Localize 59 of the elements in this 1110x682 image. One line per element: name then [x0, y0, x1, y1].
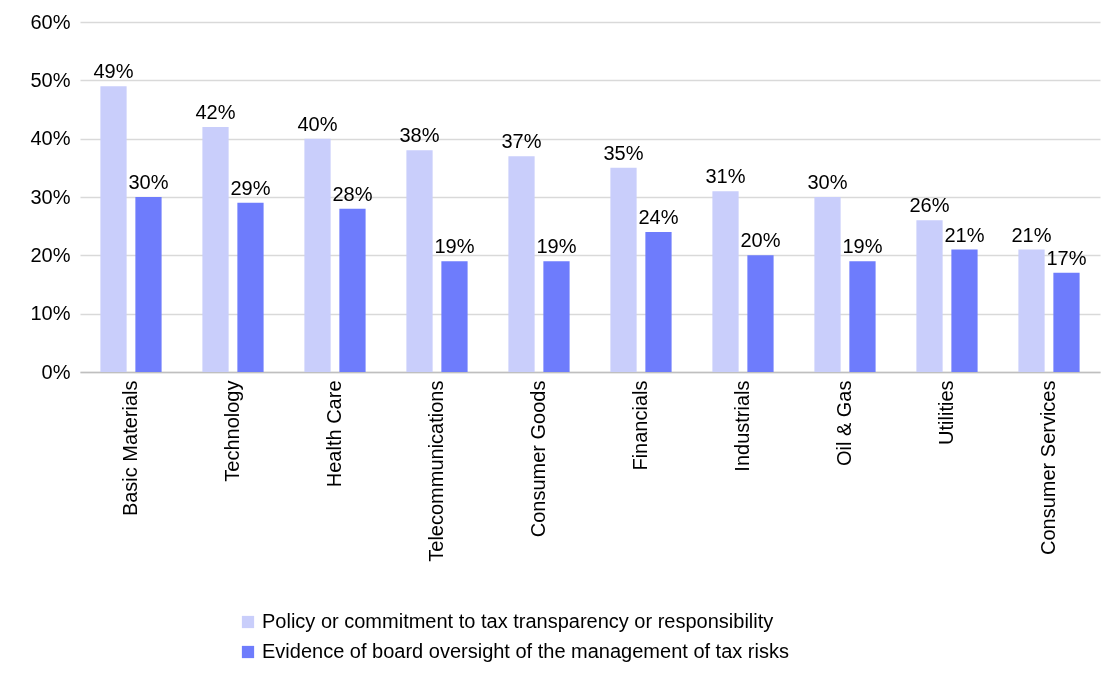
x-tick-label: Telecommunications	[425, 380, 447, 562]
bar	[304, 138, 331, 372]
data-label: 42%	[195, 101, 236, 123]
bar	[747, 255, 774, 372]
bar	[237, 202, 264, 372]
bar	[916, 220, 943, 372]
data-label: 26%	[909, 194, 950, 217]
bar	[610, 167, 637, 372]
data-label: 29%	[230, 176, 271, 199]
x-tick-label: Financials	[629, 380, 651, 471]
x-tick-label: Utilities	[935, 380, 957, 445]
y-tick-label: 60%	[30, 10, 71, 33]
data-label: 19%	[842, 235, 883, 258]
bar	[849, 261, 876, 372]
data-label: 30%	[128, 171, 169, 193]
data-label: 37%	[501, 130, 542, 153]
y-tick-label: 50%	[30, 68, 71, 91]
data-label: 21%	[944, 223, 985, 246]
y-tick-label: 20%	[30, 243, 71, 266]
bar	[712, 191, 739, 372]
legend-label: Evidence of board oversight of the management of tax risks	[262, 640, 789, 662]
bar	[202, 127, 229, 372]
data-label: 28%	[332, 182, 373, 205]
data-label: 31%	[705, 165, 746, 188]
x-tick-label: Basic Materials	[119, 380, 141, 517]
data-label: 24%	[638, 206, 679, 228]
data-label: 19%	[536, 235, 577, 258]
legend-label: Policy or commitment to tax transparency or responsibility	[262, 610, 774, 632]
bar	[951, 249, 978, 372]
bar	[508, 156, 535, 372]
x-tick-label: Technology	[221, 380, 243, 482]
y-tick-label: 0%	[41, 360, 71, 383]
bar	[543, 261, 570, 372]
y-tick-label: 30%	[30, 185, 71, 208]
x-tick-label: Oil & Gas	[833, 380, 855, 467]
data-label: 35%	[603, 141, 644, 164]
bar	[1018, 249, 1045, 372]
x-tick-label: Industrials	[731, 380, 753, 472]
data-label: 20%	[740, 229, 781, 252]
y-tick-label: 40%	[30, 127, 71, 150]
bar	[135, 197, 162, 372]
bar	[441, 261, 468, 372]
data-label: 40%	[297, 112, 338, 135]
data-label: 38%	[399, 124, 440, 147]
data-label: 49%	[93, 60, 134, 83]
bar	[645, 232, 672, 372]
y-tick-label: 10%	[30, 302, 71, 325]
x-tick-label: Consumer Services	[1037, 380, 1059, 556]
bar	[339, 208, 366, 372]
bar	[406, 150, 433, 372]
bar	[1053, 272, 1080, 372]
data-label: 19%	[434, 235, 475, 258]
x-tick-label: Health Care	[323, 380, 345, 488]
data-label: 30%	[807, 171, 848, 193]
data-label: 17%	[1046, 246, 1087, 269]
x-tick-label: Consumer Goods	[527, 380, 549, 538]
bar	[100, 86, 127, 372]
bar	[814, 197, 841, 372]
data-label: 21%	[1011, 223, 1052, 246]
